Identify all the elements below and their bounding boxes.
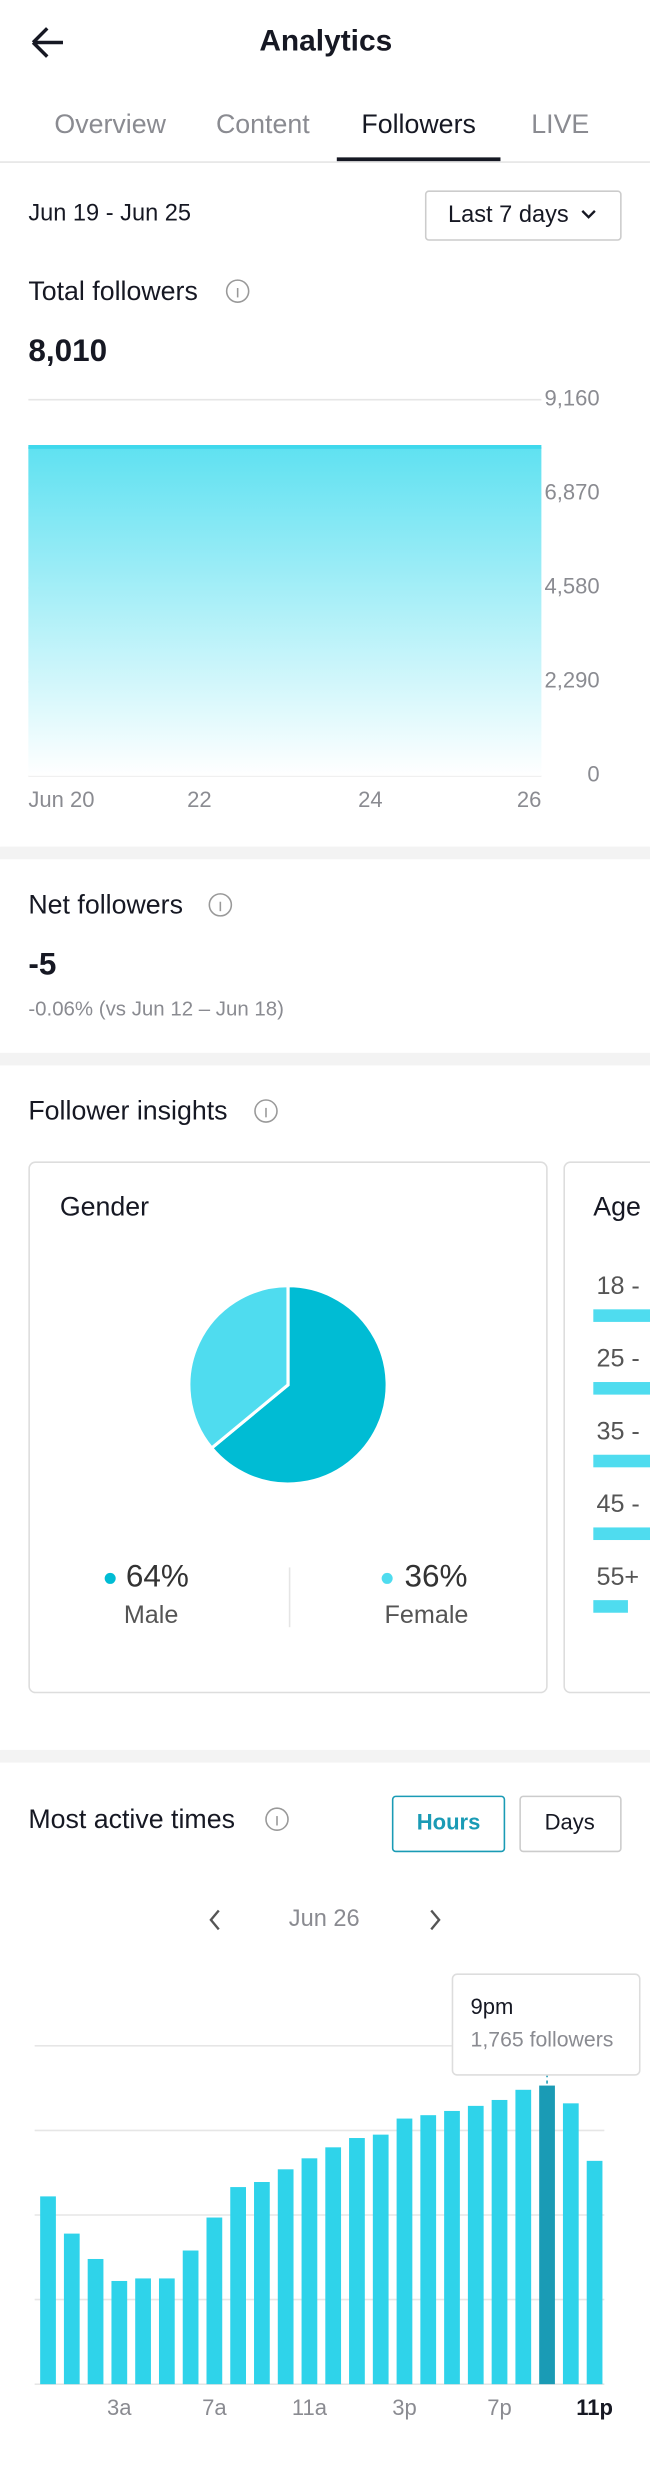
section-title: Most active times [28,1804,235,1834]
bar [182,2250,199,2385]
chevron [581,210,596,219]
x-tick-label: Jun 20 [28,787,94,812]
legend-label: Male [124,1601,179,1629]
info-icon[interactable] [265,1807,289,1832]
bar [396,2118,413,2385]
tab-indicator [336,157,501,162]
age-group-label: 45 - [596,1490,639,1518]
section-title: Follower insights [28,1096,227,1126]
bar [349,2138,365,2385]
age-bar [593,1600,628,1613]
pie-slice [209,1284,389,1486]
age-group-label: 18 - [596,1272,639,1300]
bar [301,2158,318,2385]
x-tick-label: 3p [392,2395,417,2420]
bar [515,2089,532,2385]
bar [491,2099,508,2385]
separator [0,846,650,860]
y-tick-label: 0 [587,762,599,787]
bar [254,2182,270,2385]
age-group-label: 55+ [596,1563,639,1591]
next-button[interactable] [430,1909,441,1931]
age-card [563,1161,650,1694]
tooltip [451,1973,641,2076]
page-title: Analytics [259,24,392,57]
bar [158,2278,175,2385]
y-tick-label: 9,160 [545,386,600,411]
value-label: 36% [404,1559,467,1594]
legend-dot [104,1572,116,1584]
bar [40,2196,56,2385]
y-tick-label: 6,870 [545,480,600,505]
value-label: 64% [126,1559,189,1594]
y-tick-label: 4,580 [545,574,600,599]
bar [372,2134,389,2385]
bar [63,2233,80,2385]
section-title: Net followers [28,890,183,920]
age-bar [593,1309,650,1322]
y-tick-label: 2,290 [545,668,600,693]
bar [420,2115,437,2385]
net-value: -5 [28,947,56,982]
button-label: Hours [417,1810,481,1835]
age-group-label: 25 - [596,1345,639,1373]
tab[interactable]: Content [216,109,310,139]
hours-button[interactable] [391,1795,506,1853]
area-fill [28,446,542,776]
x-tick-label: 26 [517,787,542,812]
x-tick-label: 7p [487,2395,512,2420]
prev-button[interactable] [209,1909,220,1931]
bar [277,2169,294,2385]
age-bar [593,1454,650,1468]
filter-label: Last 7 days [448,202,569,228]
x-tick-label: 11a [292,2395,328,2420]
bar [230,2187,246,2385]
age-group-label: 35 - [596,1417,639,1445]
bar [87,2258,104,2385]
pie-slice [187,1284,290,1451]
tab[interactable]: Overview [54,109,166,139]
date-range: Jun 19 - Jun 25 [28,200,191,226]
separator [0,1749,650,1763]
days-button[interactable] [519,1795,622,1853]
total-value: 8,010 [28,333,107,368]
x-tick-label: 24 [358,787,383,812]
x-tick-label: 7a [202,2395,227,2420]
tooltip-title: 9pm [471,1994,514,2019]
card-title: Age [593,1192,641,1222]
bar [467,2105,484,2385]
info-icon[interactable] [208,893,233,917]
card-title: Gender [60,1192,149,1222]
tab[interactable]: Followers [361,109,475,139]
tab[interactable]: LIVE [531,109,589,139]
bar [562,2103,579,2385]
bar [539,2085,555,2385]
net-change: -0.06% (vs Jun 12 – Jun 18) [28,998,284,1021]
bar [444,2110,460,2385]
bar [135,2278,151,2385]
tooltip-text: 1,765 followers [471,2028,614,2052]
section-title: Total followers [28,276,198,306]
age-bar [593,1527,650,1541]
info-icon[interactable] [225,279,250,303]
legend-dot [381,1572,393,1584]
info-icon[interactable] [254,1099,278,1123]
separator [0,1052,650,1066]
filter-dropdown[interactable] [424,190,622,241]
x-tick-label: 11p [576,2395,613,2420]
bar [111,2280,128,2385]
bar [325,2147,342,2385]
x-tick-label: 3a [107,2395,132,2420]
bar [586,2160,603,2385]
date-label: Jun 26 [289,1906,360,1932]
age-bar [593,1382,650,1395]
button-label: Days [545,1810,595,1835]
legend-label: Female [385,1601,469,1629]
bar [206,2217,223,2385]
back-button[interactable] [31,27,63,58]
x-tick-label: 22 [187,787,212,812]
